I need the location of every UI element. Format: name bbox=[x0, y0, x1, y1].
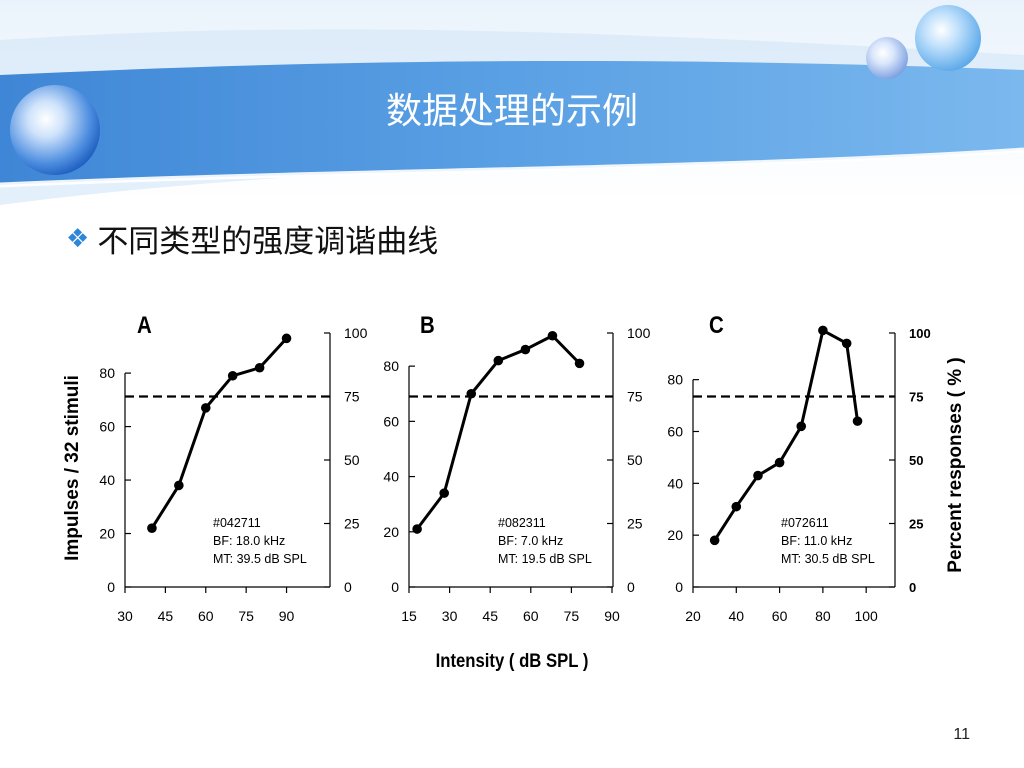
chart-b-data-point bbox=[547, 330, 558, 341]
chart-a-right-tick-label: 75 bbox=[344, 389, 360, 405]
chart-c-left-tick-label: 0 bbox=[675, 579, 683, 595]
chart-c-annotation-line: MT: 30.5 dB SPL bbox=[781, 552, 875, 566]
chart-c-x-tick-label: 20 bbox=[685, 608, 701, 624]
chart-a-right-tick-label: 0 bbox=[344, 579, 352, 595]
chart-b-x-tick-label: 90 bbox=[604, 608, 620, 624]
chart-c-x-tick-label: 60 bbox=[772, 608, 788, 624]
chart-c-left-tick-label: 80 bbox=[667, 372, 683, 388]
chart-c-x-tick-label: 40 bbox=[729, 608, 745, 624]
chart-b-data-point bbox=[439, 488, 449, 498]
chart-c-data-point bbox=[753, 470, 763, 481]
bullet-text: 不同类型的强度调谐曲线 bbox=[97, 224, 439, 260]
chart-a-data-point bbox=[147, 523, 157, 533]
chart-b-left-tick-label: 80 bbox=[383, 358, 399, 374]
chart-b-right-tick-label: 100 bbox=[627, 325, 651, 341]
chart-b-x-tick-label: 45 bbox=[482, 608, 498, 624]
chart-c-x-tick-label: 100 bbox=[854, 608, 878, 624]
chart-b-left-tick-label: 60 bbox=[383, 413, 399, 429]
chart-b-data-point bbox=[412, 524, 422, 534]
chart-a-left-tick-label: 0 bbox=[107, 579, 115, 595]
chart-c-right-tick-label: 75 bbox=[909, 390, 923, 405]
chart-a-data-point bbox=[254, 362, 265, 373]
chart-b-left-tick-label: 0 bbox=[391, 579, 399, 595]
chart-c-data-point bbox=[731, 501, 742, 512]
chart-a-annotation-line: MT: 39.5 dB SPL bbox=[213, 552, 307, 566]
chart-b-right-tick-label: 75 bbox=[627, 389, 643, 405]
chart-c-data-point bbox=[818, 325, 828, 336]
left-y-axis-label: Impulses / 32 stimuli bbox=[62, 375, 83, 561]
chart-a-data-point bbox=[227, 370, 238, 381]
chart-a-x-tick-label: 30 bbox=[117, 608, 133, 624]
chart-b-right-tick-label: 25 bbox=[627, 516, 643, 532]
chart-a-panel-label: A bbox=[137, 311, 152, 338]
chart-b-left-tick-label: 40 bbox=[383, 469, 399, 485]
chart-c-left-tick-label: 60 bbox=[667, 423, 683, 439]
chart-b-annotation-line: MT: 19.5 dB SPL bbox=[498, 552, 592, 566]
chart-a-left-tick-label: 40 bbox=[99, 472, 115, 488]
chart-a-annotation-line: BF: 18.0 kHz bbox=[213, 534, 285, 548]
chart-a-left-tick-label: 60 bbox=[99, 419, 115, 435]
chart-a-series-line bbox=[150, 337, 288, 529]
chart-a-x-tick-label: 60 bbox=[198, 608, 214, 624]
chart-b-data-point bbox=[520, 344, 531, 355]
chart-c-panel-label: C bbox=[709, 311, 724, 338]
chart-a-x-tick-label: 90 bbox=[279, 608, 295, 624]
chart-b-x-tick-label: 30 bbox=[442, 608, 458, 624]
chart-c-left-tick-label: 20 bbox=[667, 527, 683, 543]
chart-b-x-tick-label: 60 bbox=[523, 608, 539, 624]
chart-b-data-point bbox=[574, 358, 585, 369]
chart-c-right-tick-label: 100 bbox=[909, 326, 931, 341]
chart-b-annotation-line: BF: 7.0 kHz bbox=[498, 534, 563, 548]
bullet-item: ❖ 不同类型的强度调谐曲线 bbox=[66, 216, 438, 261]
chart-b-right-tick-label: 50 bbox=[627, 452, 643, 468]
chart-b-panel-label: B bbox=[420, 311, 435, 338]
page-number: 11 bbox=[953, 726, 970, 743]
chart-a-right-tick-label: 100 bbox=[344, 325, 368, 341]
chart-b-x-tick-label: 15 bbox=[401, 608, 417, 624]
chart-c-right-tick-label: 50 bbox=[909, 453, 923, 468]
chart-a-data-point bbox=[174, 480, 184, 491]
chart-b-left-tick-label: 20 bbox=[383, 524, 399, 540]
chart-a-right-tick-label: 25 bbox=[344, 516, 360, 532]
chart-a-right-tick-label: 50 bbox=[344, 452, 360, 468]
chart-c-data-point bbox=[774, 457, 785, 468]
chart-b-right-tick-label: 0 bbox=[627, 579, 635, 595]
chart-b-data-point bbox=[466, 388, 477, 399]
chart-c-annotation-line: #072611 bbox=[781, 516, 829, 530]
chart-a-data-point bbox=[281, 333, 292, 344]
chart-a-data-point bbox=[200, 403, 211, 413]
slide-title: 数据处理的示例 bbox=[385, 91, 638, 132]
chart-c-annotation-line: BF: 11.0 kHz bbox=[781, 534, 852, 548]
chart-b-annotation-line: #082311 bbox=[498, 516, 546, 530]
x-axis-label: Intensity ( dB SPL ) bbox=[436, 650, 589, 671]
right-y-axis-label: Percent responses ( % ) bbox=[945, 357, 966, 572]
chart-a-annotation-line: #042711 bbox=[213, 516, 261, 530]
chart-c-data-point bbox=[709, 535, 720, 546]
chart-a-x-tick-label: 75 bbox=[238, 608, 254, 624]
chart-c-left-tick-label: 40 bbox=[667, 475, 683, 491]
chart-b-data-point bbox=[493, 355, 504, 366]
chart-c-data-point bbox=[852, 416, 863, 426]
chart-b-x-tick-label: 75 bbox=[564, 608, 580, 624]
chart-a-left-tick-label: 20 bbox=[99, 526, 115, 542]
chart-a-left-tick-label: 80 bbox=[99, 365, 115, 381]
chart-a-x-tick-label: 45 bbox=[158, 608, 174, 624]
chart-c-right-tick-label: 0 bbox=[909, 580, 916, 595]
chart-c-right-tick-label: 25 bbox=[909, 517, 923, 532]
chart-c-data-point bbox=[841, 338, 852, 349]
diamond-bullet-icon: ❖ bbox=[66, 223, 90, 254]
chart-c-x-tick-label: 80 bbox=[815, 608, 831, 624]
chart-c-data-point bbox=[796, 421, 807, 432]
